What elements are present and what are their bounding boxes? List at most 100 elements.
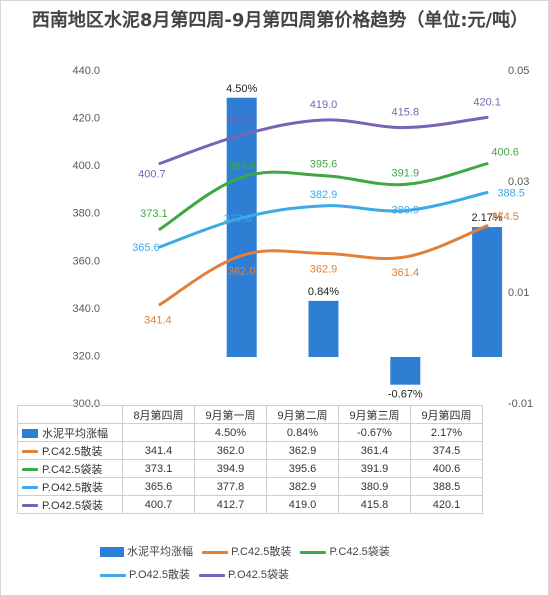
line-data-label: 415.8 (392, 107, 420, 119)
series-line (158, 115, 489, 165)
table-cell: 0.84% (266, 423, 339, 442)
line-data-label: 391.9 (392, 167, 420, 179)
table-cell: 394.9 (194, 459, 267, 478)
y-left-tick-label: 420.0 (72, 113, 100, 125)
y-left-tick-label: 360.0 (72, 255, 100, 267)
line-data-label: 394.9 (228, 160, 256, 172)
y-right-tick-label: 0.03 (508, 176, 529, 188)
legend-item: P.C42.5散装 (202, 543, 291, 559)
bar-data-label: 0.84% (308, 286, 339, 298)
table-cell (122, 423, 195, 442)
table-cell: 420.1 (410, 495, 483, 514)
y-left-tick-label: 380.0 (72, 208, 100, 220)
bar (308, 300, 339, 357)
legend-item: 水泥平均涨幅 (100, 543, 193, 559)
table-cell: 362.0 (194, 441, 267, 460)
table-cell: 374.5 (410, 441, 483, 460)
table-row: P.O42.5袋装 400.7 412.7 419.0 415.8 420.1 (17, 495, 483, 514)
chart-legend: 水泥平均涨幅 P.C42.5散装 P.C42.5袋装 P.O42.5散装 P.O… (100, 543, 460, 589)
table-row: P.C42.5散装 341.4 362.0 362.9 361.4 374.5 (17, 441, 483, 460)
bar-data-label: 2.17% (471, 212, 502, 224)
table-header-cell: 8月第四周 (122, 405, 195, 424)
table-row-label: 水泥平均涨幅 (17, 423, 123, 442)
table-cell: 362.9 (266, 441, 339, 460)
bar-data-label: -0.67% (388, 389, 423, 401)
bar-data-label: 4.50% (226, 83, 257, 95)
line-legend-key (22, 450, 38, 454)
table-cell: 341.4 (122, 441, 195, 460)
y-right-tick-label: 0.01 (508, 287, 529, 299)
table-cell: 373.1 (122, 459, 195, 478)
series-line (158, 190, 489, 249)
table-cell: 415.8 (338, 495, 411, 514)
line-data-label: 400.6 (491, 147, 519, 159)
legend-swatch (100, 573, 126, 577)
table-cell: 380.9 (338, 477, 411, 496)
table-row-label: P.C42.5散装 (17, 441, 123, 460)
line-legend-key (22, 468, 38, 472)
table-header-cell: 9月第四周 (410, 405, 483, 424)
table-cell: 377.8 (194, 477, 267, 496)
data-table: 8月第四周 9月第一周 9月第二周 9月第三周 9月第四周 水泥平均涨幅 4.5… (17, 405, 483, 514)
table-row: P.C42.5袋装 373.1 394.9 395.6 391.9 400.6 (17, 459, 483, 478)
bar (472, 227, 503, 357)
table-cell: 365.6 (122, 477, 195, 496)
table-row-label: P.O42.5散装 (17, 477, 123, 496)
bar-legend-key (22, 429, 38, 439)
legend-item: P.O42.5袋装 (199, 566, 289, 582)
series-line (158, 224, 489, 307)
line-data-label: 388.5 (497, 187, 525, 199)
legend-item: P.O42.5散装 (100, 566, 190, 582)
table-row-label: P.O42.5袋装 (17, 495, 123, 514)
table-header-row: 8月第四周 9月第一周 9月第二周 9月第三周 9月第四周 (17, 405, 483, 424)
table-cell: 388.5 (410, 477, 483, 496)
line-data-label: 362.9 (310, 263, 338, 275)
table-cell: 395.6 (266, 459, 339, 478)
y-left-tick-label: 340.0 (72, 303, 100, 315)
legend-swatch (199, 573, 226, 577)
legend-swatch (202, 550, 229, 554)
table-cell: 391.9 (338, 459, 411, 478)
table-cell: 400.7 (122, 495, 195, 514)
table-row: 水泥平均涨幅 4.50% 0.84% -0.67% 2.17% (17, 423, 483, 442)
line-legend-key (22, 486, 38, 490)
legend-item: P.C42.5袋装 (300, 543, 390, 559)
line-data-label: 373.1 (140, 208, 168, 220)
line-data-label: 377.8 (224, 213, 252, 225)
y-left-tick-label: 320.0 (72, 350, 100, 362)
bar (226, 97, 257, 357)
y-left-tick-label: 440.0 (72, 65, 100, 77)
table-cell: 2.17% (410, 423, 483, 442)
table-cell: 419.0 (266, 495, 339, 514)
legend-swatch (100, 547, 124, 558)
series-line (158, 162, 489, 231)
line-data-label: 362.0 (228, 266, 256, 278)
chart-title: 西南地区水泥8月第四周-9月第四周第价格趋势（单位:元/吨） (31, 10, 529, 31)
line-data-label: 361.4 (392, 267, 420, 279)
y-left-tick-label: 400.0 (72, 160, 100, 172)
line-data-label: 374.5 (491, 211, 519, 223)
table-header-cell: 9月第二周 (266, 405, 339, 424)
table-row: P.O42.5散装 365.6 377.8 382.9 380.9 388.5 (17, 477, 483, 496)
table-cell: 400.6 (410, 459, 483, 478)
table-corner-cell (17, 405, 123, 424)
table-cell: 412.7 (194, 495, 267, 514)
line-data-label: 382.9 (310, 189, 338, 201)
table-row-label: P.C42.5袋装 (17, 459, 123, 478)
line-data-label: 420.1 (473, 96, 501, 108)
line-data-label: 341.4 (144, 315, 172, 327)
table-cell: -0.67% (338, 423, 411, 442)
line-data-label: 365.6 (132, 242, 160, 254)
y-right-tick-label: 0.05 (508, 65, 529, 77)
line-data-label: 400.7 (138, 168, 166, 180)
line-data-label: 419.0 (310, 99, 338, 111)
table-cell: 382.9 (266, 477, 339, 496)
line-data-label: 412.7 (228, 114, 256, 126)
line-data-label: 395.6 (310, 159, 338, 171)
y-right-tick-label: -0.01 (508, 398, 533, 410)
table-header-cell: 9月第三周 (338, 405, 411, 424)
table-header-cell: 9月第一周 (194, 405, 267, 424)
bar (390, 357, 421, 385)
table-cell: 361.4 (338, 441, 411, 460)
